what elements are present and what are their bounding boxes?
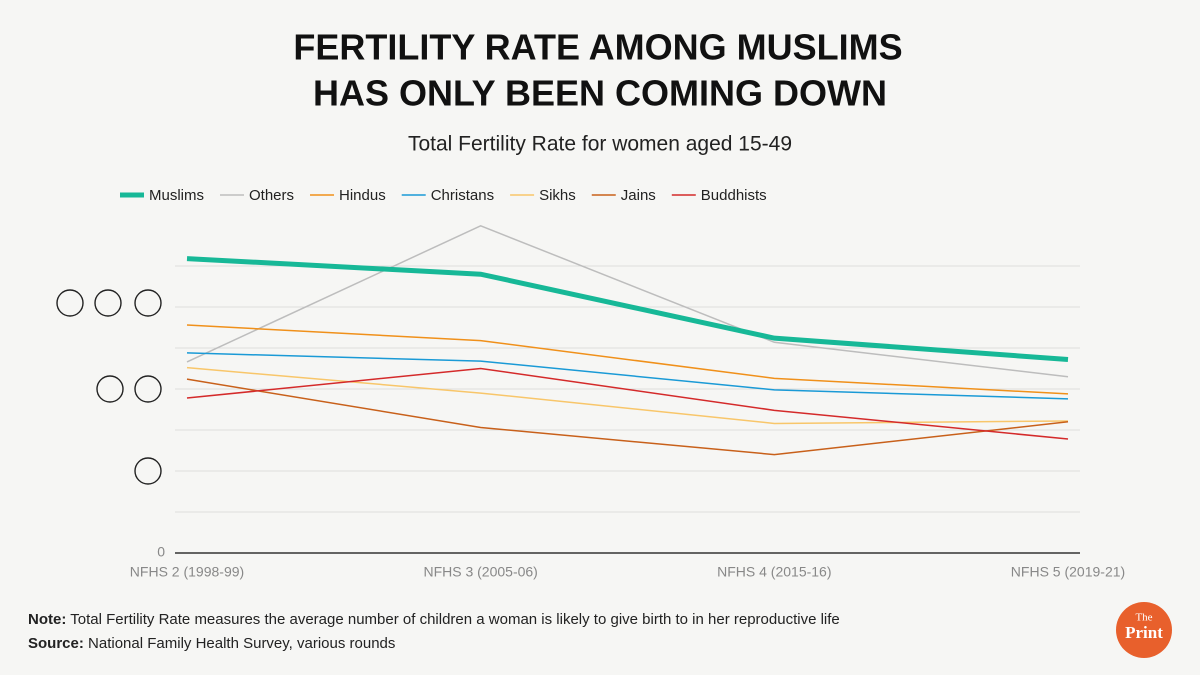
note-label: Note:: [28, 611, 66, 628]
source-label: Source:: [28, 635, 84, 652]
baby-icons: [56, 289, 162, 485]
subtitle: Total Fertility Rate for women aged 15-4…: [408, 133, 792, 156]
logo-text: Print: [1125, 623, 1163, 642]
title-line: FERTILITY RATE AMONG MUSLIMS: [293, 27, 902, 68]
series-line: [186, 324, 1069, 395]
series-line: [186, 378, 1069, 456]
legend-label: Muslims: [149, 187, 204, 204]
series-line: [186, 256, 1069, 362]
legend-label: Others: [249, 187, 294, 204]
series-line: [186, 366, 1069, 425]
series-line: [186, 367, 1069, 440]
title-line: HAS ONLY BEEN COMING DOWN: [313, 73, 887, 114]
x-tick-label: NFHS 4 (2015-16): [717, 564, 831, 580]
series-line: [186, 225, 1069, 378]
legend-label: Hindus: [339, 187, 386, 204]
source-text: National Family Health Survey, various r…: [88, 635, 395, 652]
source: Source: National Family Health Survey, v…: [28, 635, 395, 652]
note: Note: Total Fertility Rate measures the …: [28, 611, 840, 628]
x-tick-label: NFHS 5 (2019-21): [1011, 564, 1125, 580]
note-text: Total Fertility Rate measures the averag…: [70, 611, 840, 628]
x-tick-label: NFHS 3 (2005-06): [423, 564, 537, 580]
legend-label: Buddhists: [701, 187, 767, 204]
legend-label: Sikhs: [539, 187, 576, 204]
legend-label: Christans: [431, 187, 494, 204]
legend-label: Jains: [621, 187, 656, 204]
logo: [1116, 602, 1172, 658]
x-tick-label: NFHS 2 (1998-99): [130, 564, 244, 580]
y-tick-label: 0: [157, 544, 165, 560]
logo-text: The: [1135, 612, 1152, 624]
series-line: [186, 352, 1069, 400]
